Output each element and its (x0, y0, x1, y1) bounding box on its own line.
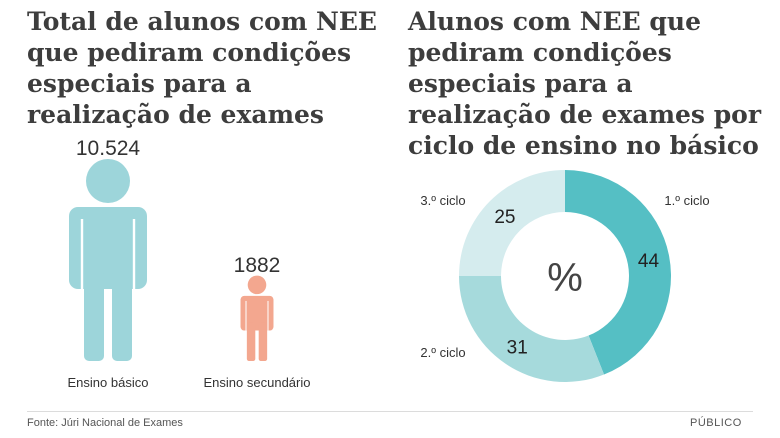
legend-label-2-ciclo: 2.º ciclo (420, 345, 465, 360)
donut-slice-3-ciclo (459, 170, 565, 276)
person-icon-part (84, 269, 104, 361)
person-icon-arm-gap (267, 300, 269, 331)
donut-slice-2-ciclo (459, 276, 605, 383)
left-chart-title: Total de alunos com NEE que pediram cond… (27, 7, 377, 129)
legend-label-1-ciclo: 1.º ciclo (664, 193, 709, 208)
donut-slice-1-ciclo (565, 170, 671, 375)
slice-value-2-ciclo: 31 (507, 337, 528, 358)
person-icon-part (69, 207, 147, 289)
right-chart-title: Alunos com NEE que pediram condições esp… (408, 7, 762, 160)
person-icon-ensino-secundario (240, 275, 274, 361)
person-icon-part (86, 159, 130, 203)
donut-center-label: % (547, 256, 583, 300)
person-icon-arm-gap (132, 219, 136, 289)
legend-label-3-ciclo: 3.º ciclo (420, 193, 465, 208)
person-icon-arm-gap (80, 219, 84, 289)
source-note: Fonte: Júri Nacional de Exames (27, 417, 183, 429)
value-label-ensino-basico: 10.524 (76, 137, 141, 160)
person-icon-part (240, 295, 274, 331)
person-chart: 10.524 1882 Ensino básico Ensino secundá… (68, 137, 311, 390)
person-icon-part (246, 322, 256, 361)
slice-value-1-ciclo: 44 (638, 251, 660, 272)
category-label-ensino-secundario: Ensino secundário (204, 375, 311, 390)
person-icon-part (247, 275, 267, 295)
value-label-ensino-secundario: 1882 (234, 254, 281, 277)
person-icon-part (258, 322, 268, 361)
footer-divider (27, 411, 753, 412)
person-icon-part (112, 269, 132, 361)
slice-value-3-ciclo: 25 (494, 207, 515, 228)
person-icon-arm-gap (245, 300, 247, 331)
person-icon-ensino-basico (69, 159, 147, 361)
category-label-ensino-basico: Ensino básico (68, 375, 149, 390)
brand-logo-text: PÚBLICO (690, 417, 742, 429)
donut-chart: 44 31 25 % 1.º ciclo 2.º ciclo 3.º ciclo (420, 170, 710, 383)
